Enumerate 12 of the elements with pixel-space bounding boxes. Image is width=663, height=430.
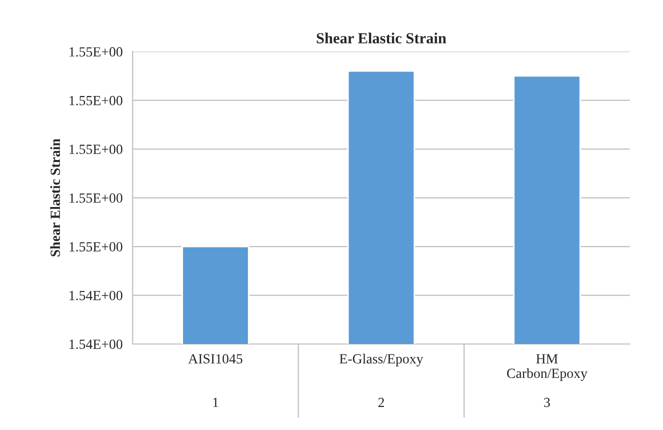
category-label: HM Carbon/Epoxy 3 <box>507 354 588 408</box>
y-tick-label: 1.55E+00 <box>70 47 122 57</box>
y-tick-label: 1.55E+00 <box>70 193 122 203</box>
y-tick-label: 1.54E+00 <box>70 340 122 350</box>
category-label: E-Glass/Epoxy 2 <box>340 354 424 407</box>
y-tick-label: 1.55E+00 <box>70 242 122 252</box>
y-tick-label: 1.55E+00 <box>70 96 122 106</box>
category-label: AISI1045 1 <box>188 354 242 407</box>
y-tick-label: 1.55E+00 <box>70 144 122 154</box>
y-axis-title: Shear Elastic Strain <box>50 138 60 256</box>
y-tick-label: 1.54E+00 <box>70 290 122 300</box>
chart-title: Shear Elastic Strain <box>316 32 446 44</box>
